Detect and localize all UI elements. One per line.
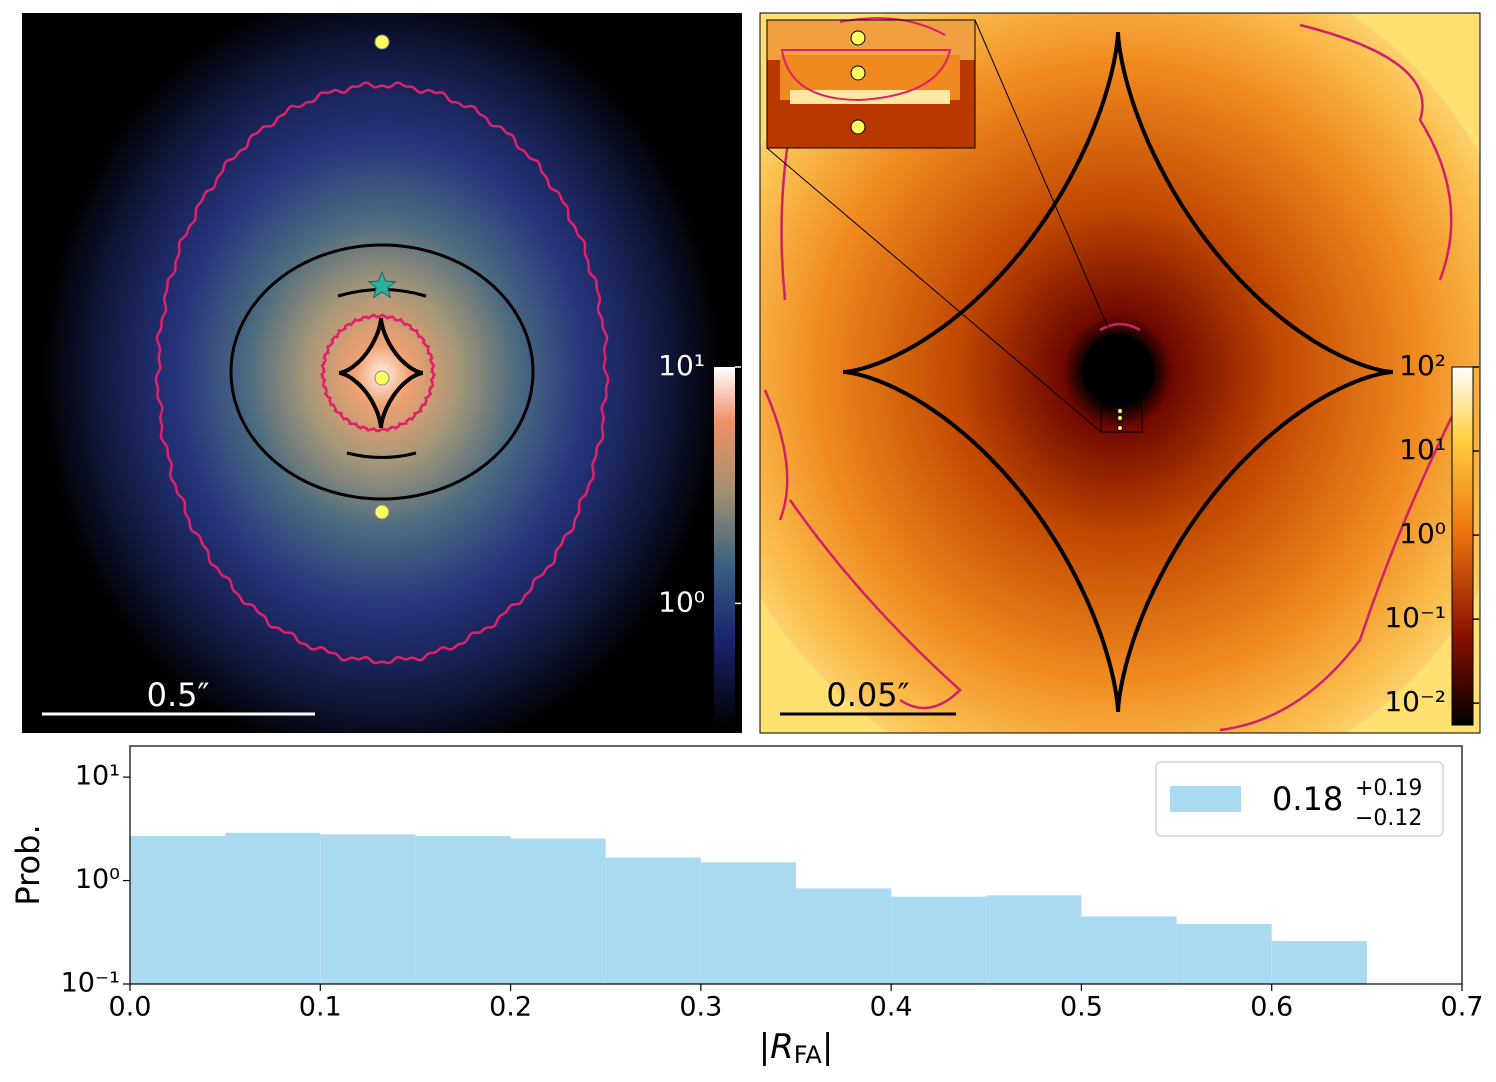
y-tick-label: 10⁰ (75, 864, 120, 895)
scale-label: 0.05″ (826, 676, 909, 714)
histogram-bar (225, 832, 321, 984)
histogram-bar (320, 834, 416, 984)
histogram-bar (605, 857, 701, 984)
x-tick-label: 0.3 (679, 992, 722, 1023)
plot-frame (129, 745, 1463, 985)
legend-plus: +0.19 (1355, 776, 1422, 801)
histogram-bar (796, 888, 892, 984)
legend-label: 0.18 (1272, 780, 1343, 818)
left-image (22, 13, 742, 733)
x-tick-label: 0.7 (1441, 992, 1484, 1023)
colorbar-tick-label: 10⁰ (1399, 517, 1446, 550)
x-tick-label: 0.1 (299, 992, 342, 1023)
scale-label: 0.5″ (147, 676, 210, 714)
colorbar (1451, 366, 1474, 726)
x-tick-label: 0.4 (870, 992, 913, 1023)
legend-minus: −0.12 (1355, 806, 1422, 831)
x-axis-label-part: FA (794, 1041, 823, 1069)
x-tick-label: 0.6 (1250, 992, 1293, 1023)
x-tick-label: 0.5 (1060, 992, 1103, 1023)
colorbar (714, 367, 735, 727)
y-tick-label: 10¹ (75, 761, 120, 792)
histogram-bar (700, 862, 796, 984)
legend-swatch (1170, 786, 1241, 812)
histogram-bar (1271, 941, 1367, 984)
histogram-bar (415, 835, 511, 984)
colorbar-tick-label: 10² (1399, 349, 1446, 382)
x-axis-label-part: |R (759, 1027, 794, 1067)
histogram-bar (1176, 924, 1272, 984)
colorbar-tick-label: 10⁰ (658, 585, 705, 618)
histogram-bar (891, 896, 987, 984)
y-tick-label: 10⁻¹ (61, 968, 120, 999)
histogram: 0.0 0.1 0.2 0.3 0.4 0.5 0.6 0.7 10⁻¹ 10⁰ 10¹ Prob. |… (9, 745, 1484, 1070)
histogram-bar (1081, 916, 1177, 984)
legend-box (1155, 761, 1444, 837)
colorbar-tick-label: 10⁻² (1384, 685, 1446, 718)
y-axis-label: Prob. (9, 824, 47, 905)
x-tick-label: 0.2 (489, 992, 532, 1023)
x-axis-label-part: | (822, 1027, 833, 1067)
histogram-bar (986, 895, 1082, 984)
colorbar-tick-label: 10¹ (1399, 433, 1446, 466)
x-tick-label: 0.0 (109, 992, 152, 1023)
colorbar-tick-label: 10¹ (658, 349, 705, 382)
x-axis-label: |RFA| (759, 1027, 834, 1070)
histogram-bar (510, 838, 606, 984)
right-image (760, 13, 1480, 733)
histogram-bar (130, 835, 226, 984)
colorbar-tick-label: 10⁻¹ (1384, 601, 1446, 634)
